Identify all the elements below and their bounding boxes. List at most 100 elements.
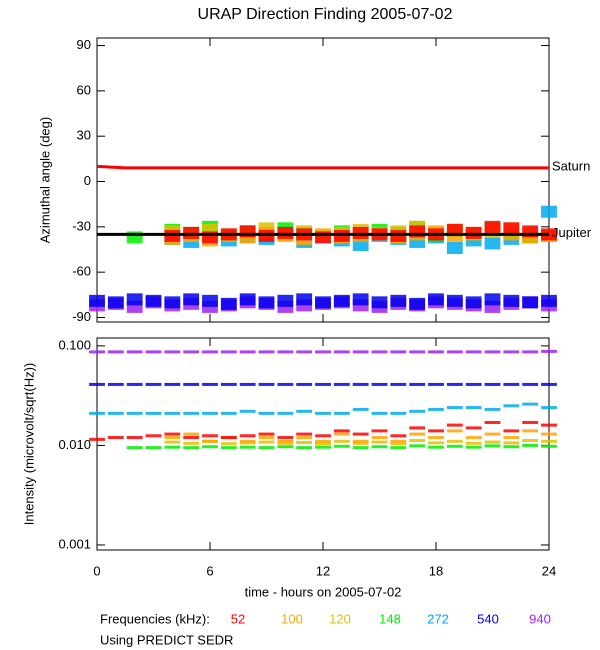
data-point xyxy=(446,429,463,433)
y-tick-label: 0.001 xyxy=(58,536,91,551)
data-point xyxy=(89,382,105,386)
data-point xyxy=(258,436,275,440)
data-point xyxy=(107,350,124,354)
data-point xyxy=(220,350,237,354)
data-point xyxy=(258,432,275,436)
data-point xyxy=(145,350,162,354)
legend-entry: 540 xyxy=(477,611,499,626)
data-point xyxy=(409,350,426,354)
data-point xyxy=(428,350,444,354)
chart-title: URAP Direction Finding 2005-07-02 xyxy=(198,6,453,23)
data-point xyxy=(503,445,520,449)
data-point xyxy=(126,293,143,306)
y-axis-label: Azimuthal angle (deg) xyxy=(37,117,52,243)
data-point xyxy=(333,350,350,354)
data-point xyxy=(258,229,275,242)
data-point xyxy=(390,382,407,386)
data-point xyxy=(503,294,520,307)
x-tick-label: 18 xyxy=(429,563,443,578)
data-point xyxy=(371,296,388,309)
y-tick-label: -90 xyxy=(72,309,91,324)
data-point xyxy=(333,439,350,443)
data-point xyxy=(277,382,294,386)
data-point xyxy=(446,382,463,386)
data-point xyxy=(446,406,463,410)
data-point xyxy=(352,382,369,386)
data-point xyxy=(239,350,256,354)
data-point xyxy=(541,444,557,448)
note: Using PREDICT SEDR xyxy=(100,632,233,647)
data-point xyxy=(277,350,294,354)
data-point xyxy=(164,229,181,242)
data-point xyxy=(446,223,463,236)
data-point xyxy=(277,411,294,415)
plot-frame xyxy=(96,37,550,323)
data-point xyxy=(484,407,501,411)
data-point xyxy=(446,350,463,354)
data-point xyxy=(428,407,444,411)
data-point xyxy=(484,420,501,424)
data-point xyxy=(352,441,369,445)
data-point xyxy=(258,446,275,450)
data-point xyxy=(503,350,520,354)
data-point xyxy=(202,434,218,438)
data-point xyxy=(126,446,143,450)
data-point xyxy=(541,294,557,307)
y-tick-label: -60 xyxy=(72,264,91,279)
data-point xyxy=(126,382,143,386)
data-point xyxy=(296,432,313,436)
data-point xyxy=(522,420,539,424)
data-point xyxy=(371,429,388,433)
data-point xyxy=(465,441,482,445)
data-point xyxy=(164,411,181,415)
data-point xyxy=(202,411,218,415)
data-point xyxy=(484,382,501,386)
data-point xyxy=(465,226,482,239)
data-point xyxy=(352,439,369,443)
data-point xyxy=(428,429,444,433)
data-point xyxy=(484,444,501,448)
data-point xyxy=(277,294,294,307)
data-point xyxy=(390,439,407,443)
data-point xyxy=(428,382,444,386)
data-point xyxy=(503,429,520,433)
data-point xyxy=(277,445,294,449)
data-point xyxy=(220,442,237,446)
data-point xyxy=(409,297,426,310)
data-point xyxy=(164,382,181,386)
data-point xyxy=(541,205,557,218)
legend-entry: 148 xyxy=(379,611,401,626)
legend-title: Frequencies (kHz): xyxy=(100,611,210,626)
data-point xyxy=(315,296,331,309)
data-point xyxy=(503,404,520,408)
data-point xyxy=(409,382,426,386)
data-point xyxy=(239,293,256,306)
data-point xyxy=(390,350,407,354)
data-point xyxy=(220,411,237,415)
data-point xyxy=(145,382,162,386)
data-point xyxy=(333,229,350,242)
data-point xyxy=(465,426,482,430)
data-point xyxy=(315,411,331,415)
data-point xyxy=(333,382,350,386)
data-point xyxy=(202,439,218,443)
data-point xyxy=(126,411,143,415)
data-point xyxy=(409,409,426,413)
data-point xyxy=(371,382,388,386)
y-axis-label: Intensity (microvolt/sqrt(Hz)) xyxy=(21,363,36,526)
data-point xyxy=(409,439,426,443)
data-point xyxy=(522,402,539,406)
data-point xyxy=(333,411,350,415)
data-point xyxy=(183,350,200,354)
data-point xyxy=(220,446,237,450)
data-point xyxy=(390,411,407,415)
data-point xyxy=(183,441,200,445)
y-tick-label: 0.100 xyxy=(58,337,91,352)
data-point xyxy=(428,436,444,440)
data-point xyxy=(220,436,237,440)
data-point xyxy=(352,407,369,411)
data-point xyxy=(484,220,501,233)
data-point xyxy=(522,350,539,354)
x-tick-label: 12 xyxy=(316,563,330,578)
